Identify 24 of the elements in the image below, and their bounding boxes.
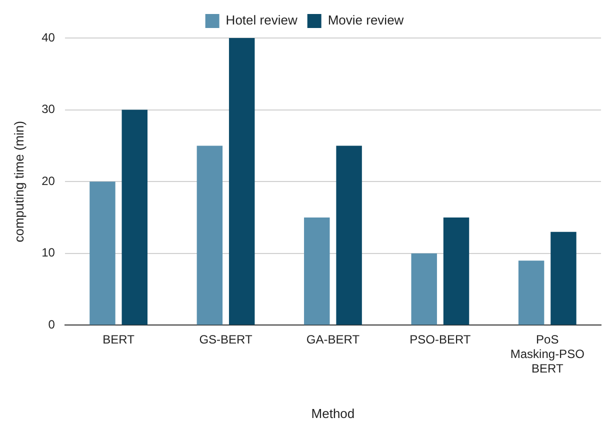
bar: [304, 218, 330, 325]
x-tick-label: PoS Masking-PSO BERT: [510, 332, 584, 376]
bar: [336, 146, 362, 325]
y-tick-label: 0: [48, 318, 56, 332]
y-tick-label: 10: [42, 246, 56, 260]
bar: [122, 110, 148, 325]
bar: [196, 146, 223, 325]
x-tick-label: GS-BERT: [199, 332, 253, 347]
x-axis-title: Method: [311, 406, 355, 421]
x-tick-label: BERT: [102, 332, 136, 347]
y-axis-title: computing time (min): [11, 120, 26, 242]
bar: [443, 218, 470, 325]
y-tick-label: 20: [42, 174, 56, 188]
x-tick-label: GA-BERT: [306, 332, 360, 347]
bar: [228, 38, 255, 325]
legend-label: Movie review: [328, 12, 404, 28]
legend-label: Hotel review: [226, 12, 298, 28]
x-tick-label: PSO-BERT: [410, 332, 472, 347]
bar: [90, 182, 116, 325]
y-tick-label: 40: [42, 30, 56, 44]
bar: [411, 253, 437, 325]
y-tick-label: 30: [42, 102, 56, 116]
bar: [550, 232, 576, 325]
bar: [518, 260, 544, 325]
